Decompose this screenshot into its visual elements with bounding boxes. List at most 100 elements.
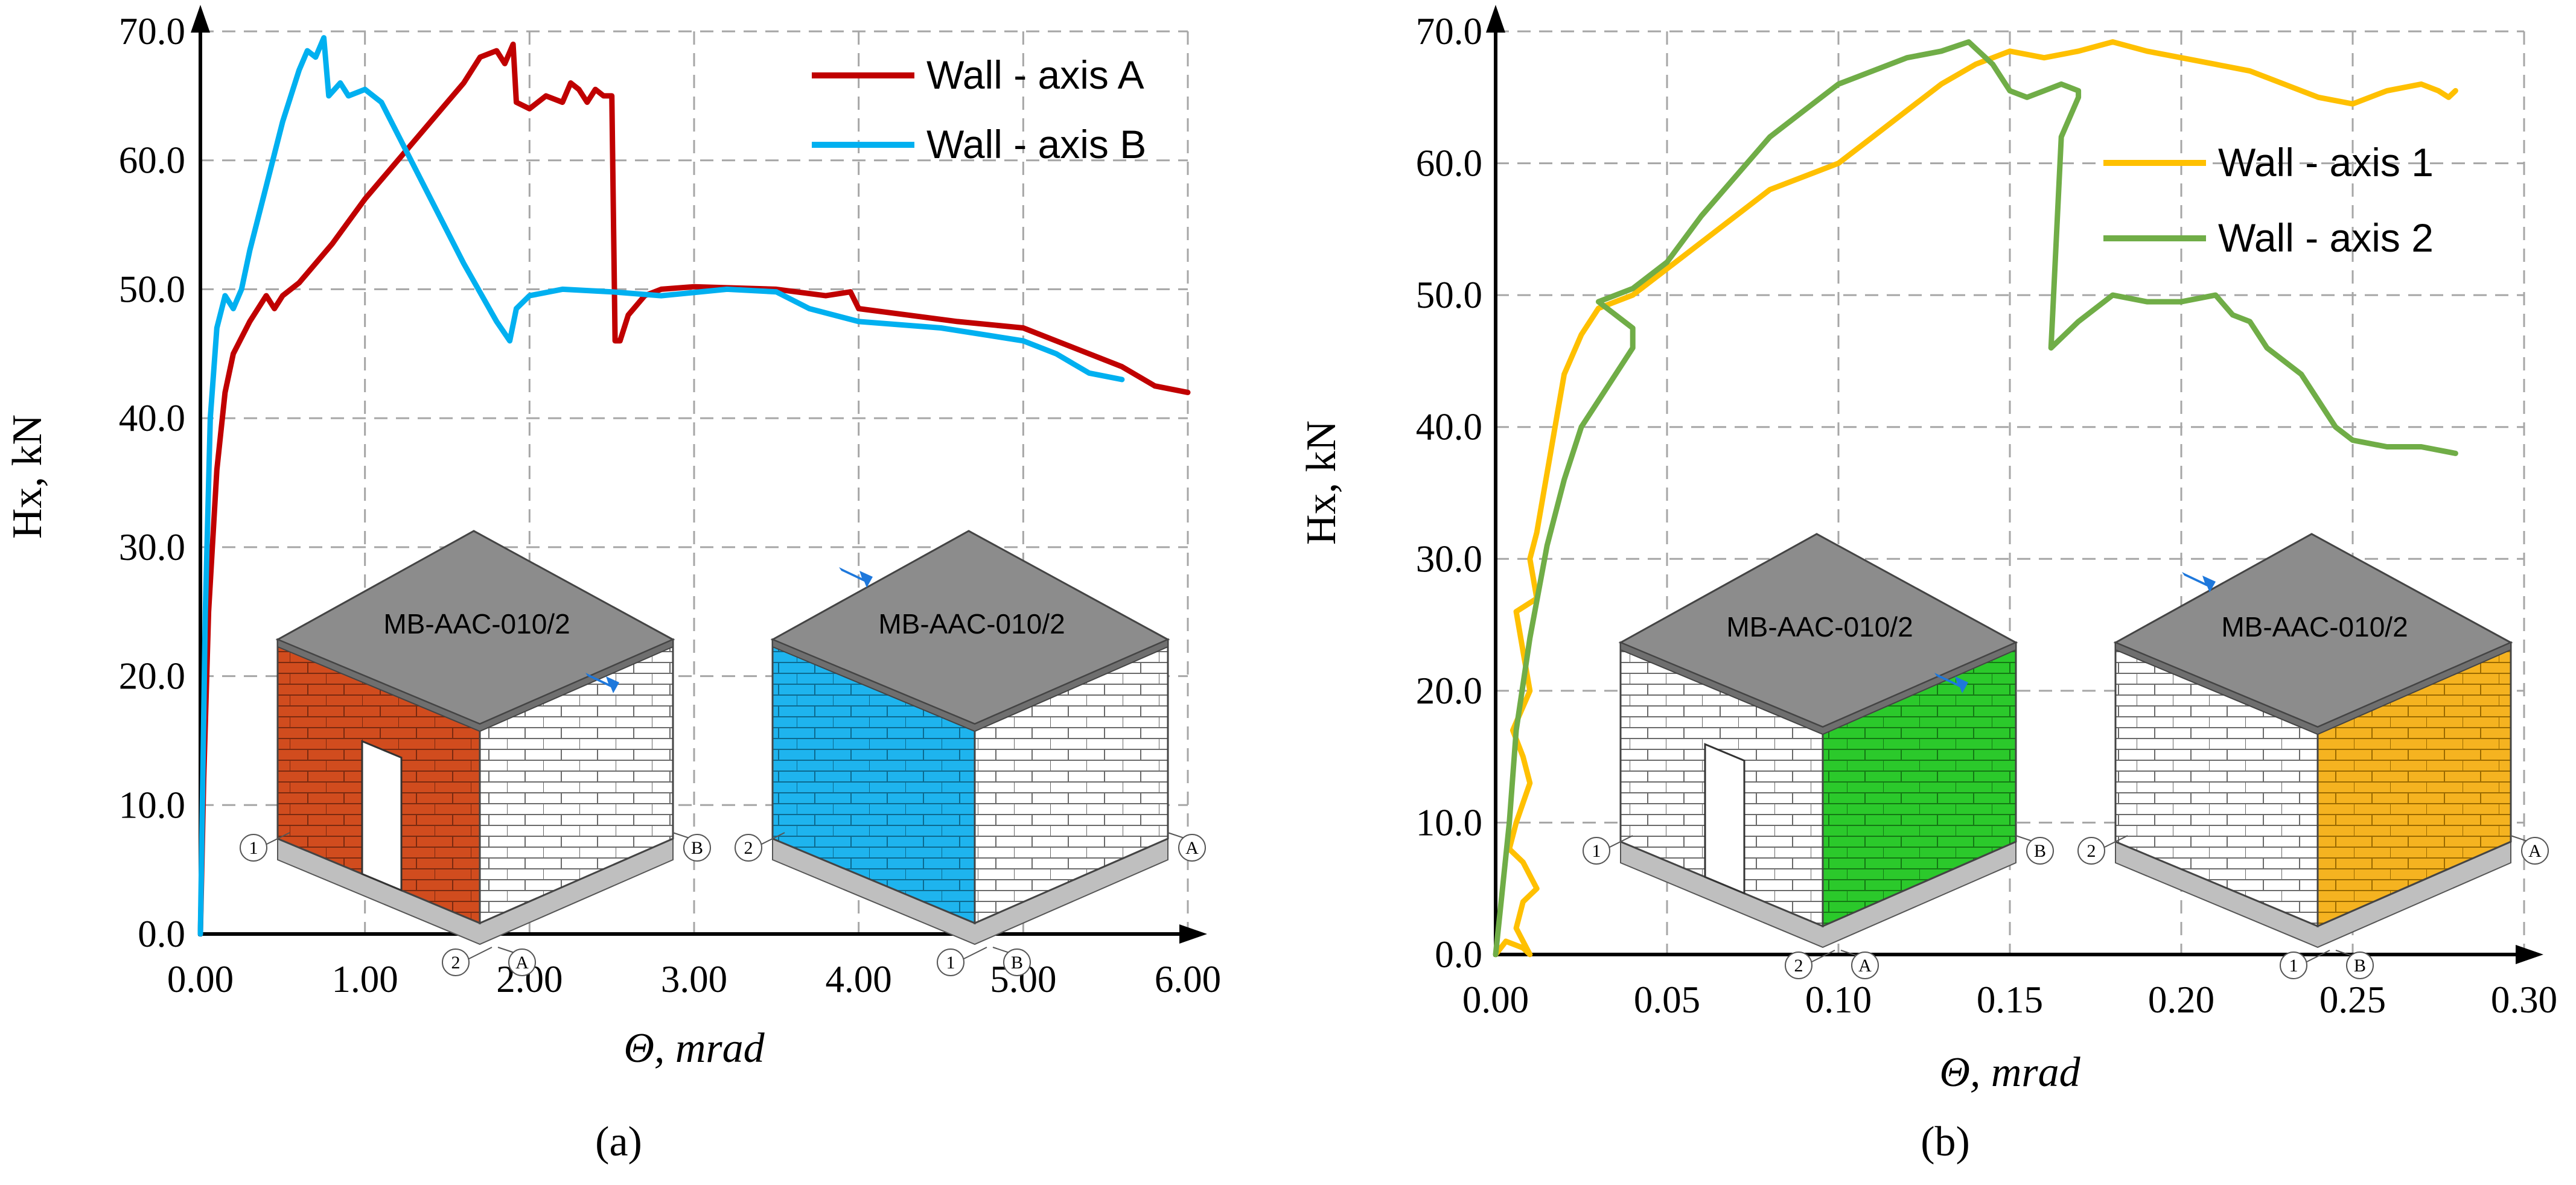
axis-marker — [1178, 834, 1206, 862]
legend-label: Wall - axis B — [926, 122, 1146, 167]
y-axis-arrow — [1486, 5, 1505, 33]
y-tick-label: 30.0 — [1416, 538, 1482, 580]
axis-leader — [2305, 950, 2330, 963]
y-axis-arrow — [191, 5, 210, 33]
axis-tag: A — [515, 953, 529, 973]
x-axis-arrow — [2516, 945, 2543, 964]
arrow-icon — [585, 673, 619, 693]
roof-edge — [772, 638, 1168, 732]
arrow-icon — [2182, 572, 2216, 592]
series-line-axis-1 — [1493, 39, 2458, 958]
axis-leader — [265, 832, 290, 845]
y-tick-label: 50.0 — [119, 268, 185, 310]
model-label: MB-AAC-010/2 — [2221, 611, 2408, 643]
y-tick-label: 10.0 — [119, 784, 185, 826]
axis-tag: 2 — [1794, 956, 1803, 976]
model-label: MB-AAC-010/2 — [878, 608, 1065, 640]
x-tick-label: 0.15 — [1977, 979, 2043, 1021]
panel-caption: (a) — [595, 1119, 642, 1165]
x-tick-label: 0.20 — [2148, 979, 2214, 1021]
y-tick-label: 70.0 — [119, 10, 185, 52]
chart-panel-a: 0.0 10.0 20.0 30.0 40.0 50.0 60.0 70.0 0.00 1.00 2… — [4, 5, 1221, 1165]
axis-tag: 2 — [744, 838, 753, 858]
roof-edge — [2115, 641, 2511, 735]
axis-leader — [962, 947, 987, 960]
model-label: MB-AAC-010/2 — [1726, 611, 1913, 643]
x-axis-label: Θ, mrad — [623, 1025, 765, 1072]
axis-tag: B — [2354, 956, 2366, 976]
axis-marker — [1785, 951, 1812, 979]
y-axis-label: Hx, kN — [4, 415, 51, 539]
arrow-icon — [839, 567, 873, 588]
axis-tag: 2 — [2087, 841, 2096, 861]
axis-tag: A — [2528, 841, 2542, 861]
axis-marker — [735, 834, 762, 862]
y-tick-label: 50.0 — [1416, 274, 1482, 316]
y-tick-label: 60.0 — [119, 139, 185, 182]
axis-leader — [1810, 950, 1835, 963]
axis-marker — [1851, 951, 1879, 979]
door-opening — [361, 740, 403, 892]
axis-marker — [2026, 837, 2054, 865]
y-tick-label: 10.0 — [1416, 801, 1482, 843]
chart-panel-b: 0.0 10.0 20.0 30.0 40.0 50.0 60.0 70.0 0.00 0.05 0… — [1298, 5, 2557, 1165]
axis-marker — [2521, 837, 2549, 865]
axis-tag: B — [2034, 841, 2046, 861]
x-tick-label: 1.00 — [332, 958, 398, 1000]
axis-tag: 2 — [451, 953, 461, 973]
y-tick-label: 30.0 — [119, 526, 185, 568]
y-tick-label: 0.0 — [1435, 933, 1482, 976]
axis-tag: A — [1185, 838, 1199, 858]
x-tick-label: 6.00 — [1155, 958, 1221, 1000]
y-tick-label: 60.0 — [1416, 142, 1482, 185]
y-tick-label: 40.0 — [1416, 406, 1482, 448]
roof-edge — [1620, 641, 2016, 735]
legend-label: Wall - axis A — [926, 52, 1144, 97]
series-line-axis-a — [197, 41, 1191, 937]
x-tick-label: 0.30 — [2491, 979, 2557, 1021]
axis-tag: 1 — [1592, 841, 1601, 861]
building-model-1: MB-AAC-010/2 1 2 B A — [240, 530, 711, 976]
x-tick-label: 0.00 — [167, 958, 234, 1000]
y-tick-label: 40.0 — [119, 397, 185, 439]
roof-edge — [277, 638, 674, 732]
axis-tag: A — [1858, 956, 1872, 976]
building-model-2: MB-AAC-010/2 2 1 A B — [735, 530, 1206, 976]
axis-marker — [2077, 837, 2105, 865]
axis-marker — [1583, 837, 1610, 865]
axis-marker — [937, 948, 964, 976]
y-tick-label: 0.0 — [138, 913, 185, 955]
x-tick-label: 0.00 — [1462, 979, 1529, 1021]
axis-marker — [442, 948, 470, 976]
x-tick-label: 0.05 — [1634, 979, 1700, 1021]
axis-marker — [1003, 948, 1031, 976]
x-tick-label: 3.00 — [661, 958, 727, 1000]
axis-tag: 1 — [946, 953, 955, 973]
y-axis-label: Hx, kN — [1298, 421, 1345, 545]
axis-marker — [683, 834, 711, 862]
model-label: MB-AAC-010/2 — [383, 608, 570, 640]
axis-marker — [508, 948, 536, 976]
axis-tag: B — [691, 838, 703, 858]
axis-marker — [2346, 951, 2374, 979]
arrow-icon — [1934, 673, 1968, 693]
series-line-axis-2 — [1493, 39, 2458, 958]
axis-leader — [2103, 835, 2128, 848]
legend-label: Wall - axis 1 — [2218, 140, 2434, 185]
axis-marker — [2280, 951, 2307, 979]
door-opening — [1704, 743, 1745, 895]
axis-marker — [240, 834, 267, 862]
axis-leader — [760, 832, 785, 845]
x-tick-label: 0.25 — [2319, 979, 2386, 1021]
axis-leader — [1608, 835, 1633, 848]
x-axis-arrow — [1179, 924, 1207, 944]
panel-caption: (b) — [1921, 1119, 1970, 1165]
x-tick-label: 0.10 — [1805, 979, 1872, 1021]
y-tick-label: 20.0 — [1416, 670, 1482, 712]
axis-tag: 1 — [249, 838, 258, 858]
y-tick-label: 20.0 — [119, 655, 185, 697]
y-tick-label: 70.0 — [1416, 10, 1482, 52]
legend-label: Wall - axis 2 — [2218, 215, 2434, 260]
series-line-axis-b — [197, 35, 1125, 937]
